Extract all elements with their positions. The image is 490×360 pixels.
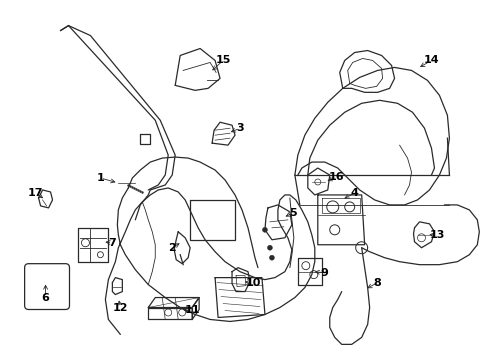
Text: 17: 17 <box>28 188 43 198</box>
Text: 6: 6 <box>42 293 49 302</box>
Text: 5: 5 <box>289 208 296 218</box>
Text: 10: 10 <box>245 278 261 288</box>
Circle shape <box>263 227 268 232</box>
Text: 8: 8 <box>374 278 382 288</box>
Text: 7: 7 <box>108 238 116 248</box>
Text: 3: 3 <box>236 123 244 133</box>
Text: 15: 15 <box>216 55 231 66</box>
Text: 4: 4 <box>351 188 359 198</box>
Text: 2: 2 <box>169 243 176 253</box>
Text: 16: 16 <box>329 172 344 182</box>
Text: 12: 12 <box>113 302 128 312</box>
Text: 11: 11 <box>184 306 200 315</box>
Circle shape <box>268 245 272 250</box>
Text: 13: 13 <box>430 230 445 240</box>
Text: 14: 14 <box>424 55 439 66</box>
Text: 9: 9 <box>321 267 329 278</box>
Circle shape <box>270 255 274 260</box>
Text: 1: 1 <box>97 173 104 183</box>
